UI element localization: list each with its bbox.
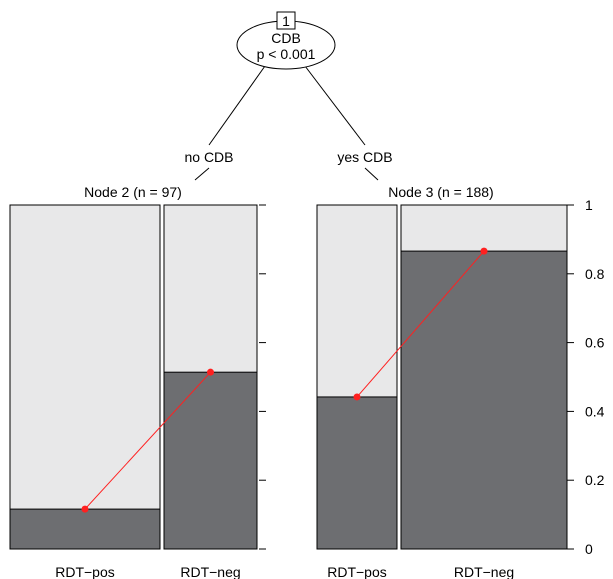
bar-filled: [316, 396, 398, 550]
y-tick-label: 0: [585, 541, 593, 557]
edge-left: [208, 65, 266, 146]
y-tick-label: 1: [585, 197, 593, 213]
x-category-label: RDT−pos: [55, 564, 115, 579]
trend-point: [81, 505, 89, 513]
y-tick-label: 0.6: [585, 335, 605, 351]
edge-label-left: no CDB: [184, 149, 233, 165]
edge-right-lower: [364, 167, 379, 181]
edge-label-right: yes CDB: [337, 149, 392, 165]
edge-label-left-bg: [176, 148, 242, 166]
y-tick-label: 0.4: [585, 403, 605, 419]
edge-right: [304, 65, 366, 146]
root-id: 1: [282, 13, 290, 29]
trend-line: [356, 250, 485, 398]
root-node: 1 CDB p < 0.001: [236, 11, 336, 70]
edge-left-lower: [194, 167, 210, 181]
trend-point: [480, 247, 488, 255]
spine-bars: [9, 204, 568, 550]
x-labels: RDT−pos RDT−neg RDT−pos RDT−neg: [55, 564, 514, 579]
x-category-label: RDT−neg: [180, 564, 240, 579]
bar-filled: [163, 371, 258, 550]
trend-point: [353, 393, 361, 401]
node-3-title: Node 3 (n = 188): [388, 184, 493, 200]
x-category-label: RDT−pos: [327, 564, 387, 579]
trend-line: [84, 371, 211, 510]
inner-ticks: [259, 204, 266, 550]
y-axis: 0 0.2 0.4 0.6 0.8 1: [566, 197, 605, 557]
trend-point: [207, 368, 214, 376]
trend-lines: [81, 247, 488, 513]
root-pvalue: p < 0.001: [257, 46, 316, 62]
x-category-label: RDT−neg: [454, 564, 514, 579]
root-variable: CDB: [271, 30, 301, 46]
node-2-title: Node 2 (n = 97): [84, 184, 182, 200]
y-tick-label: 0.2: [585, 472, 605, 488]
bar-filled: [9, 508, 161, 550]
bar-empty: [9, 204, 161, 550]
root-id-box: [276, 11, 296, 30]
bar-filled: [400, 250, 568, 550]
edge-label-right-bg: [327, 148, 403, 166]
y-tick-label: 0.8: [585, 266, 605, 282]
